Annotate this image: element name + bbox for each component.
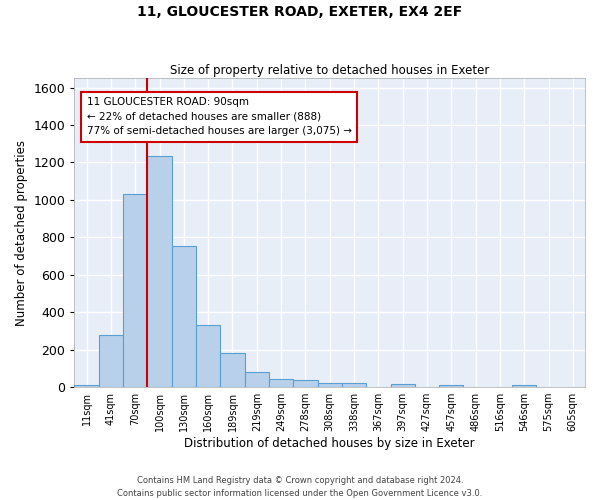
Bar <box>148 156 172 387</box>
Title: Size of property relative to detached houses in Exeter: Size of property relative to detached ho… <box>170 64 490 77</box>
Text: 11, GLOUCESTER ROAD, EXETER, EX4 2EF: 11, GLOUCESTER ROAD, EXETER, EX4 2EF <box>137 5 463 19</box>
Bar <box>172 246 196 387</box>
Bar <box>245 372 269 387</box>
Bar <box>317 384 342 387</box>
Bar <box>342 384 366 387</box>
Bar <box>391 384 415 387</box>
Bar <box>512 385 536 387</box>
Text: Contains HM Land Registry data © Crown copyright and database right 2024.
Contai: Contains HM Land Registry data © Crown c… <box>118 476 482 498</box>
Bar <box>99 334 123 387</box>
Bar <box>220 354 245 387</box>
Bar <box>269 378 293 387</box>
X-axis label: Distribution of detached houses by size in Exeter: Distribution of detached houses by size … <box>184 437 475 450</box>
Bar <box>74 385 99 387</box>
Bar <box>196 326 220 387</box>
Y-axis label: Number of detached properties: Number of detached properties <box>15 140 28 326</box>
Bar <box>123 194 148 387</box>
Bar <box>293 380 317 387</box>
Bar <box>439 385 463 387</box>
Text: 11 GLOUCESTER ROAD: 90sqm
← 22% of detached houses are smaller (888)
77% of semi: 11 GLOUCESTER ROAD: 90sqm ← 22% of detac… <box>86 97 352 136</box>
